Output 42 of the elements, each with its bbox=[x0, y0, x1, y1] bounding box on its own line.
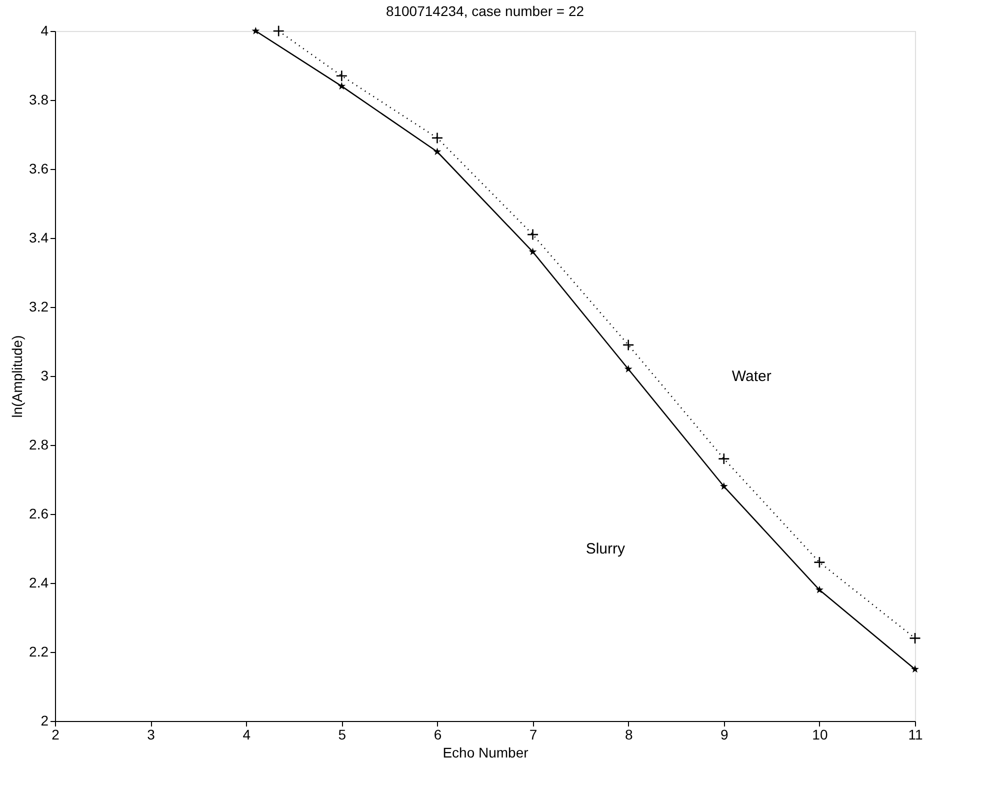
point bbox=[622, 339, 634, 351]
y-tick-label: 3.4 bbox=[29, 230, 49, 246]
x-tick-label: 10 bbox=[812, 726, 828, 742]
y-tick-label: 2.4 bbox=[29, 574, 49, 590]
chart-title: 8100714234, case number = 22 bbox=[386, 3, 584, 20]
y-tick-label: 3.6 bbox=[29, 160, 49, 176]
x-axis-title: Echo Number bbox=[442, 744, 529, 760]
x-tick-label: 8 bbox=[624, 726, 633, 742]
point bbox=[624, 364, 632, 372]
y-tick-label: 3.2 bbox=[29, 298, 49, 314]
x-tick-label: 3 bbox=[147, 726, 156, 742]
point bbox=[336, 70, 348, 82]
x-tick-label: 11 bbox=[908, 726, 923, 742]
y-tick-label: 2.2 bbox=[29, 644, 49, 660]
y-tick-label: 2 bbox=[40, 712, 49, 728]
x-tick-label: 9 bbox=[720, 726, 728, 742]
point bbox=[718, 452, 730, 465]
point bbox=[526, 228, 539, 240]
point bbox=[433, 148, 442, 156]
y-tick-label: 3.8 bbox=[29, 92, 49, 108]
y-tick-label: 3 bbox=[40, 368, 49, 384]
point bbox=[814, 556, 826, 568]
x-tick-label: 7 bbox=[529, 726, 538, 742]
point bbox=[338, 82, 346, 90]
point bbox=[720, 482, 728, 490]
y-tick-label: 2.8 bbox=[29, 436, 49, 452]
x-tick-label: 4 bbox=[242, 726, 251, 742]
point bbox=[815, 586, 824, 594]
annotation: Water bbox=[732, 368, 772, 385]
point bbox=[272, 25, 284, 37]
x-tick-label: 5 bbox=[338, 726, 346, 742]
y-tick-label: 4 bbox=[40, 22, 49, 38]
y-tick-label: 2.6 bbox=[29, 506, 49, 522]
y-axis-title: ln(Amplitude) bbox=[9, 335, 26, 418]
x-tick-label: 6 bbox=[434, 726, 442, 742]
x-tick-label: 2 bbox=[52, 726, 60, 742]
point bbox=[528, 248, 537, 256]
point bbox=[431, 132, 444, 144]
point bbox=[911, 665, 919, 673]
point bbox=[252, 26, 260, 34]
annotation: Slurry bbox=[586, 540, 626, 558]
point bbox=[909, 632, 921, 644]
